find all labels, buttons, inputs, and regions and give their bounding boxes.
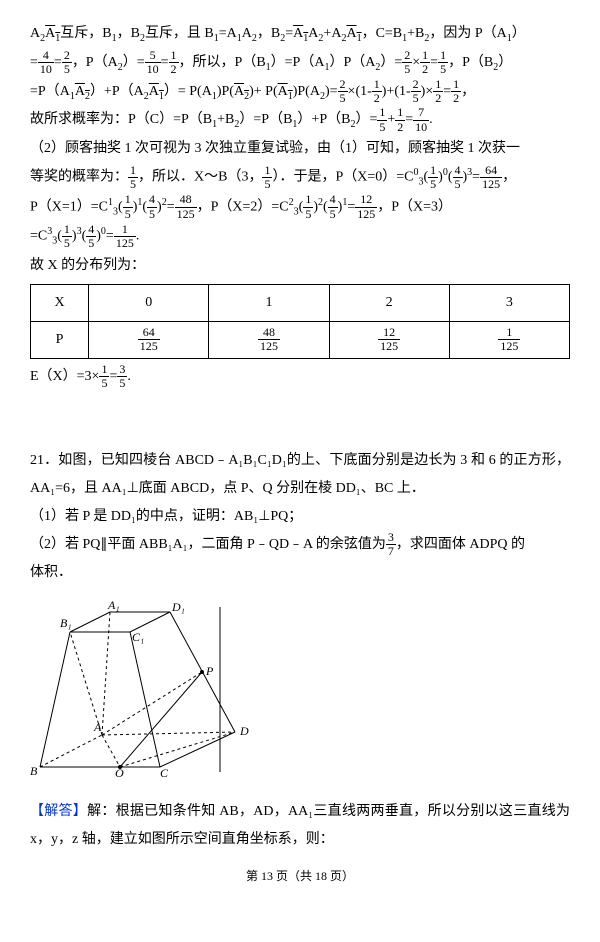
svg-text:C: C — [160, 766, 169, 777]
svg-text:C₁: C₁ — [132, 630, 144, 644]
t: ，所以．X～B（3， — [138, 170, 262, 185]
t: 故 X 的分布列为： — [30, 258, 145, 273]
svg-text:D: D — [239, 724, 249, 738]
cell-p2: 12125 — [329, 321, 449, 358]
t: 互斥，B — [60, 26, 111, 41]
t: ） — [498, 55, 512, 70]
t: ，B — [257, 26, 280, 41]
t: （2）顾客抽奖 1 次可视为 3 次独立重复试验，由（1）可知，顾客抽奖 1 次… — [30, 141, 520, 156]
t: )× — [421, 84, 434, 99]
t: ， — [461, 84, 475, 99]
t: ，所以，P（B — [179, 55, 266, 70]
t: ）=P（B — [239, 112, 292, 127]
t: ）= — [123, 55, 145, 70]
row-p: P — [31, 321, 89, 358]
t: ，P（A — [72, 55, 118, 70]
t: = — [430, 55, 438, 70]
question-21-part2b: 体积． — [30, 559, 570, 587]
cell-p0: 64125 — [89, 321, 209, 358]
t: )+(1- — [382, 84, 411, 99]
t: ，P（X=3） — [377, 199, 452, 214]
t: E（X）=3× — [30, 369, 99, 384]
question-21-part2: （2）若 PQ∥平面 ABB₁A₁，二面角 P﹣QD﹣A 的余弦值为37，求四面… — [30, 531, 570, 559]
t: =C — [30, 229, 47, 244]
t: ）．于是，P（X=0）=C — [272, 170, 413, 185]
t: A — [30, 26, 40, 41]
t: ， — [502, 170, 516, 185]
t: ，因为 P（A — [429, 26, 506, 41]
t: = — [472, 170, 480, 185]
th-1: 1 — [209, 284, 329, 321]
t: =A — [219, 26, 237, 41]
th-0: 0 — [89, 284, 209, 321]
t: = — [443, 84, 451, 99]
t: = — [405, 112, 413, 127]
t: +B — [217, 112, 234, 127]
t: . — [136, 229, 140, 244]
t: ）= — [355, 112, 377, 127]
t: =P（ — [30, 84, 60, 99]
t: ，P（X=2）=C — [197, 199, 289, 214]
t: ）+P（ — [90, 84, 134, 99]
t: ）=P（A — [271, 55, 325, 70]
t: ）= — [380, 55, 402, 70]
cell-p3: 1125 — [449, 321, 569, 358]
t: ，P（B — [448, 55, 493, 70]
t: )P(A — [293, 84, 320, 99]
t: = — [330, 84, 338, 99]
t: 互斥，且 B — [145, 26, 214, 41]
t: + — [387, 112, 395, 127]
page-footer: 第 13 页（共 18 页） — [30, 864, 570, 888]
t: = — [109, 369, 117, 384]
t: = — [285, 26, 293, 41]
svg-text:P: P — [205, 664, 214, 678]
t: ，求四面体 ADPQ 的 — [396, 537, 525, 552]
t: = — [30, 55, 38, 70]
t: （2）若 PQ∥平面 ABB₁A₁，二面角 P﹣QD﹣A 的余弦值为 — [30, 537, 386, 552]
svg-text:A: A — [93, 720, 102, 734]
svg-text:B: B — [30, 764, 38, 777]
t: )P( — [217, 84, 234, 99]
svg-text:Q: Q — [115, 766, 124, 777]
svg-text:A₁: A₁ — [107, 598, 120, 612]
t: 解：根据已知条件知 AB，AD，AA₁三直线两两垂直，所以分别以这三直线为 x，… — [30, 804, 570, 847]
svg-text:B₁: B₁ — [60, 616, 72, 630]
t: . — [127, 369, 131, 384]
distribution-table: X 0 1 2 3 P 64125 48125 12125 1125 — [30, 284, 570, 359]
t: A — [242, 26, 252, 41]
t: ）P（A — [329, 55, 375, 70]
question-21: 21．如图，已知四棱台 ABCD﹣A₁B₁C₁D₁的上、下底面分别是边长为 3 … — [30, 447, 570, 503]
expectation: E（X）=3×15=35. — [30, 363, 570, 391]
t: × — [412, 55, 420, 70]
t: 等奖的概率为： — [30, 170, 128, 185]
t: +B — [407, 26, 424, 41]
t: ） — [512, 26, 526, 41]
t: ）+P（B — [297, 112, 350, 127]
t: )+ P( — [249, 84, 278, 99]
answer-label: 【解答】 — [30, 804, 87, 819]
question-21-part1: （1）若 P 是 DD₁的中点，证明：AB₁⊥PQ； — [30, 503, 570, 531]
t: P（X=1）=C — [30, 199, 108, 214]
t: + — [323, 26, 331, 41]
t: . — [429, 112, 433, 127]
solution-body: A2A1互斥，B1，B2互斥，且 B1=A1A2，B2=A1A2+A2A1，C=… — [30, 20, 570, 280]
th-2: 2 — [329, 284, 449, 321]
frustum-figure: B₁ A₁ D₁ C₁ B A D C P Q — [30, 597, 570, 788]
t: 故所求概率为：P（C）=P（B — [30, 112, 212, 127]
t: ，B — [117, 26, 140, 41]
t: ×(1- — [348, 84, 372, 99]
answer-21: 【解答】解：根据已知条件知 AB，AD，AA₁三直线两两垂直，所以分别以这三直线… — [30, 798, 570, 854]
cell-p1: 48125 — [209, 321, 329, 358]
th-x: X — [31, 284, 89, 321]
svg-text:D₁: D₁ — [171, 600, 185, 614]
t: = — [347, 199, 355, 214]
t: = — [167, 199, 175, 214]
t: ）= P(A — [164, 84, 212, 99]
t: ，C=B — [362, 26, 403, 41]
t: = — [106, 229, 114, 244]
th-3: 3 — [449, 284, 569, 321]
